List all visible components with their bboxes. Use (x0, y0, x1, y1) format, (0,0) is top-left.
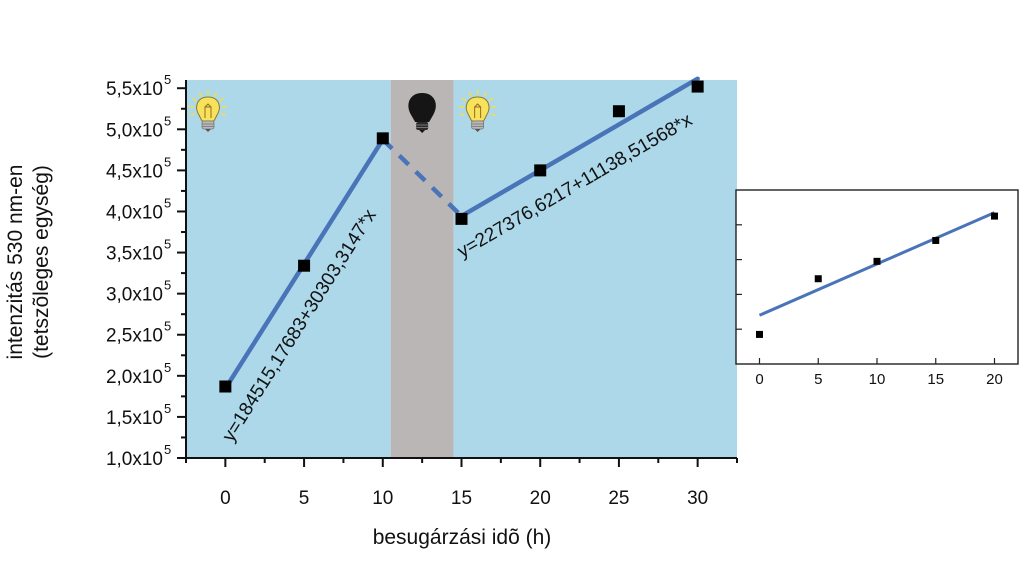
y-tick-exponent: 5 (164, 72, 171, 87)
x-tick-label: 5 (299, 488, 310, 509)
y-tick-label: 2,0x10 (106, 367, 163, 388)
y-axis-title-line1: intenzitás 530 nm-en (4, 165, 27, 360)
data-point (612, 105, 625, 118)
data-point (219, 380, 232, 393)
x-tick-label: 25 (608, 488, 629, 509)
y-ticks: 1,0x10 51,5x10 52,0x10 52,5x10 53,0x10 53,5x1… (106, 72, 186, 470)
y-tick-label: 3,0x10 (106, 285, 163, 306)
x-tick-label: 0 (220, 488, 231, 509)
fit-line-2 (459, 76, 700, 219)
x-tick-label: 15 (451, 488, 472, 509)
y-tick-label: 1,5x10 (106, 408, 163, 429)
data-point (691, 80, 704, 93)
y-tick-exponent: 5 (164, 195, 171, 210)
inset-x-tick-label: 10 (869, 371, 886, 388)
background-regions (186, 80, 737, 458)
light-bulb-on-icon (458, 90, 497, 132)
inset-x-tick-label: 20 (986, 371, 1003, 388)
fit-line-1 (381, 137, 464, 218)
y-tick-exponent: 5 (164, 278, 171, 293)
region-icons (189, 90, 497, 133)
y-tick-exponent: 5 (164, 237, 171, 252)
inset-x-tick-label: 5 (814, 371, 822, 388)
y-tick-label: 4,0x10 (106, 202, 163, 223)
data-points (219, 80, 704, 393)
light-bulb-on-icon (189, 90, 227, 132)
x-axis-title: besugárzási idõ (h) (373, 526, 552, 549)
data-point (298, 259, 311, 272)
y-tick-exponent: 5 (164, 360, 171, 375)
y-tick-label: 2,5x10 (106, 326, 163, 347)
data-point (376, 132, 389, 145)
y-tick-label: 3,5x10 (106, 244, 163, 265)
data-point (534, 164, 547, 177)
inset-data-point (756, 330, 763, 338)
region-band-0 (186, 80, 391, 458)
inset-frame (735, 189, 1019, 365)
region-band-1 (390, 80, 454, 458)
region-band-2 (453, 80, 737, 458)
x-tick-label: 10 (372, 488, 393, 509)
y-axis-title-line2: (tetszõleges egység) (30, 165, 53, 359)
inset-data-point (873, 257, 881, 265)
x-tick-label: 30 (687, 488, 708, 509)
inset-data-point (991, 212, 998, 220)
x-ticks: 0 5 10 15 20 25 30 (185, 458, 738, 509)
light-bulb-off-icon (408, 93, 436, 133)
inset-x-tick-label: 0 (755, 371, 763, 388)
y-tick-exponent: 5 (164, 113, 171, 128)
y-tick-exponent: 5 (164, 154, 171, 169)
y-tick-exponent: 5 (164, 401, 171, 416)
y-tick-label: 4,5x10 (106, 161, 163, 182)
y-tick-exponent: 5 (164, 442, 171, 457)
inset-x-tick-label: 15 (927, 371, 944, 388)
data-point (455, 212, 468, 225)
x-tick-label: 20 (530, 488, 551, 509)
inset-data-point (814, 275, 822, 283)
main-plot: 1,0x10 51,5x10 52,0x10 52,5x10 53,0x10 53,5x1… (4, 72, 738, 549)
y-tick-exponent: 5 (164, 319, 171, 334)
inset-plot: 0 5 10 15 20 (735, 189, 1019, 388)
y-tick-label: 1,0x10 (106, 449, 163, 470)
inset-data-point (932, 236, 940, 244)
y-tick-label: 5,5x10 (106, 79, 163, 100)
y-tick-label: 5,0x10 (106, 120, 163, 141)
